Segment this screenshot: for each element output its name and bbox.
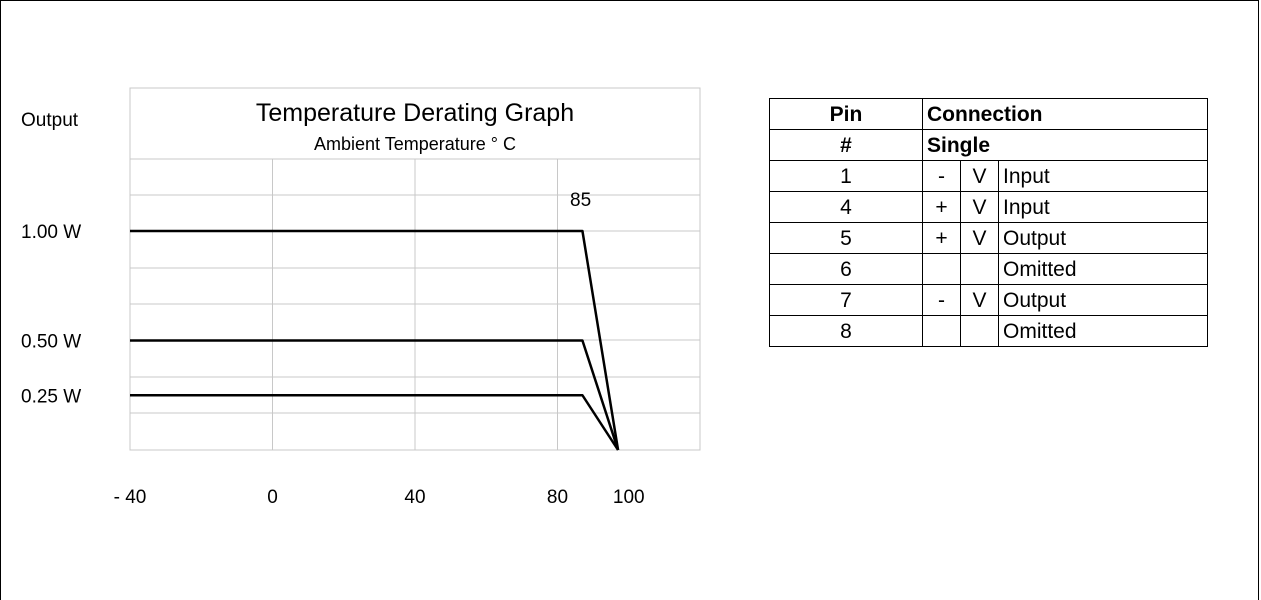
cell-pin: 7 (769, 284, 923, 316)
derating-chart: Temperature Derating Graph Ambient Tempe… (21, 87, 701, 508)
series-line-2 (130, 394, 620, 451)
cell-sign: - (922, 160, 961, 192)
table-row: 4 + V Input (769, 191, 1208, 223)
cell-pin: 5 (769, 222, 923, 254)
cell-sign: + (922, 222, 961, 254)
chart-series (130, 229, 620, 451)
x-tick-label: 40 (404, 487, 425, 508)
header-connection: Connection (922, 98, 1208, 130)
cell-function: Omitted (998, 253, 1208, 285)
cell-sign: + (922, 191, 961, 223)
cell-v: V (960, 284, 999, 316)
subheader-pin: # (769, 129, 923, 161)
cell-function: Output (998, 284, 1208, 316)
x-tick-label: 0 (267, 487, 278, 508)
cell-v (960, 315, 999, 347)
annotation-85: 85 (570, 190, 591, 211)
table-row: 7- V Output (769, 284, 1208, 316)
cell-v: V (960, 222, 999, 254)
chart-subtitle: Ambient Temperature ° C (314, 134, 516, 154)
x-tick-label: 100 (613, 487, 645, 508)
series-line-0 (130, 229, 620, 451)
cell-function: Input (998, 160, 1208, 192)
y-axis-label: Output (21, 110, 79, 131)
cell-function: Omitted (998, 315, 1208, 347)
table-header-row: Pin Connection (769, 98, 1208, 130)
y-tick-label: 1.00 W (21, 222, 81, 243)
cell-v: V (960, 191, 999, 223)
x-tick-label: 80 (547, 487, 568, 508)
cell-pin: 4 (769, 191, 923, 223)
cell-sign (922, 315, 961, 347)
cell-function: Input (998, 191, 1208, 223)
x-tick-label: - 40 (114, 487, 147, 508)
subheader-connection: Single (922, 129, 1208, 161)
cell-v (960, 253, 999, 285)
pin-connection-table: Pin Connection # Single 1- V Input 4 + V Input… (769, 98, 1208, 347)
chart-title: Temperature Derating Graph (256, 99, 574, 127)
chart-labels: Temperature Derating Graph Ambient Tempe… (21, 99, 645, 508)
header-pin: Pin (769, 98, 923, 130)
table-subheader-row: # Single (769, 129, 1208, 161)
table-row: 5 + V Output (769, 222, 1208, 254)
y-tick-label: 0.25 W (21, 386, 81, 407)
cell-pin: 8 (769, 315, 923, 347)
cell-function: Output (998, 222, 1208, 254)
table-row: 6 Omitted (769, 253, 1208, 285)
series-line-1 (130, 339, 620, 451)
cell-v: V (960, 160, 999, 192)
cell-sign (922, 253, 961, 285)
table-row: 1- V Input (769, 160, 1208, 192)
cell-pin: 1 (769, 160, 923, 192)
cell-pin: 6 (769, 253, 923, 285)
y-tick-label: 0.50 W (21, 332, 81, 353)
table-row: 8 Omitted (769, 315, 1208, 347)
cell-sign: - (922, 284, 961, 316)
